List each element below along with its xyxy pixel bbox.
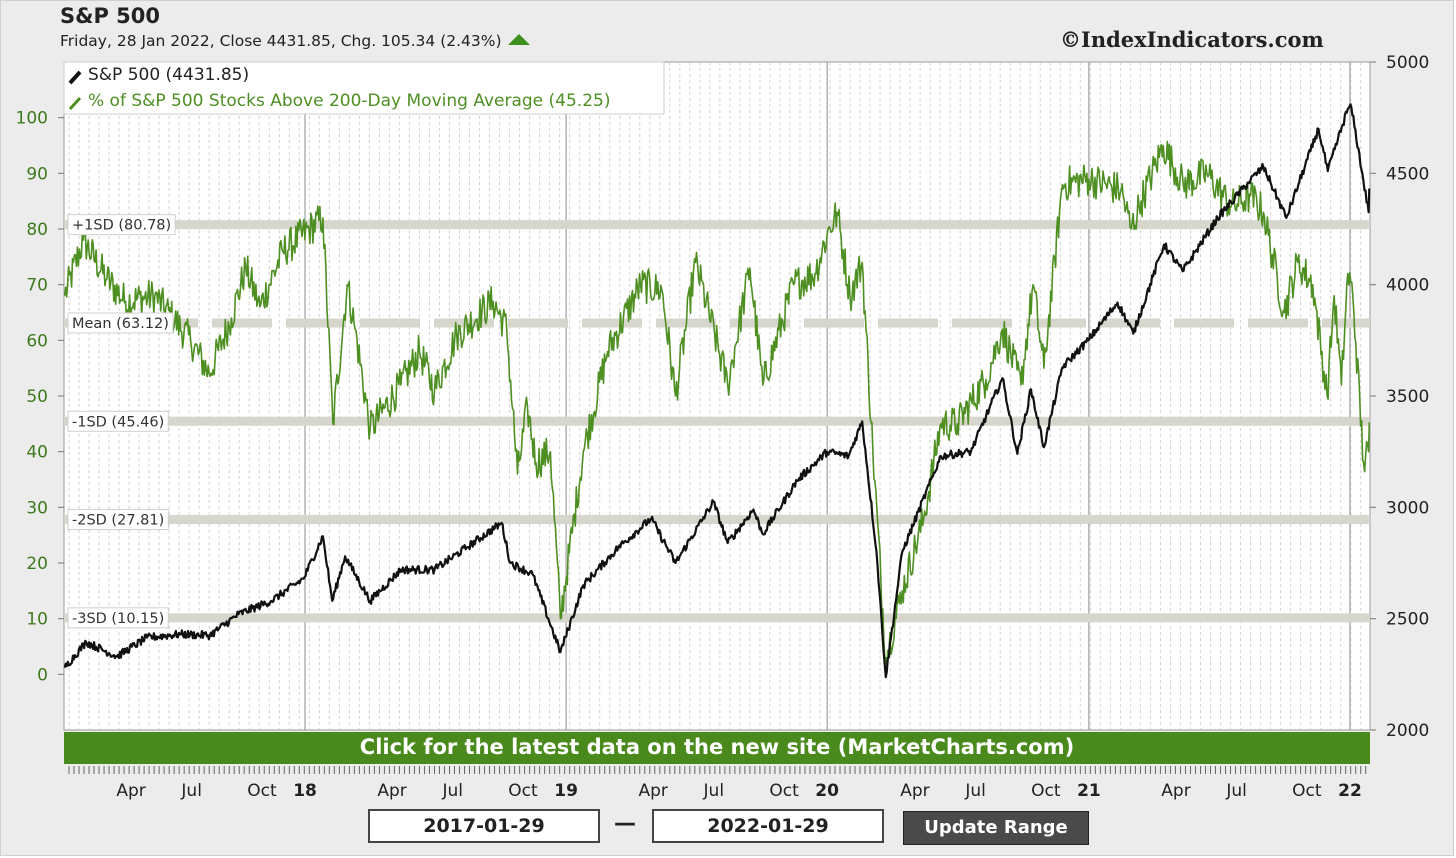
x-month-label: Oct — [247, 781, 277, 801]
left-tick-label: 30 — [26, 498, 48, 518]
plot-area — [63, 61, 1371, 731]
reference-bands — [64, 220, 1370, 623]
band-label-box — [67, 214, 176, 236]
legend-swatch — [68, 70, 82, 85]
legend-swatch — [68, 96, 82, 111]
x-month-label: Oct — [508, 781, 538, 801]
left-tick-label: 90 — [26, 164, 48, 184]
x-month-label: Oct — [1292, 781, 1322, 801]
band-label-text: -3SD (10.15) — [72, 611, 164, 627]
band-label-text: +1SD (80.78) — [72, 218, 171, 234]
left-tick-label: 20 — [26, 554, 48, 574]
x-month-label: Apr — [638, 781, 667, 801]
x-year-label: 20 — [815, 781, 839, 801]
x-month-label: Jul — [964, 781, 986, 801]
close-summary: Friday, 28 Jan 2022, Close 4431.85, Chg.… — [60, 32, 502, 50]
band-label-box — [67, 312, 174, 334]
left-tick-label: 10 — [26, 610, 48, 630]
right-tick-label: 2000 — [1386, 721, 1429, 741]
left-tick-label: 50 — [26, 387, 48, 407]
legend-box — [63, 61, 665, 115]
cta-link[interactable]: Click for the latest data on the new sit… — [359, 735, 1075, 759]
right-tick-label: 4500 — [1386, 164, 1429, 184]
start-date-input[interactable]: 2017-01-29 — [368, 809, 600, 843]
breadth-series-line — [63, 140, 1371, 669]
x-month-label: Jul — [703, 781, 725, 801]
x-year-label: 21 — [1077, 781, 1101, 801]
left-tick-label: 60 — [26, 331, 48, 351]
band-label: -3SD (10.15) — [67, 607, 169, 629]
x-month-label: Oct — [769, 781, 799, 801]
left-tick-label: 80 — [26, 220, 48, 240]
legend: S&P 500 (4431.85) % of S&P 500 Stocks Abo… — [63, 61, 665, 115]
reference-band-labels: +1SD (80.78) Mean (63.12) -1SD (45.46) -2SD… — [67, 214, 176, 629]
left-tick-label: 100 — [16, 109, 48, 129]
x-month-label: Apr — [116, 781, 145, 801]
left-tick-label: 70 — [26, 276, 48, 296]
x-year-label: 22 — [1338, 781, 1362, 801]
up-triangle-icon — [507, 34, 530, 45]
left-axis: 0 10 20 30 40 50 60 70 80 90 100 — [16, 109, 64, 685]
x-month-label: Oct — [1031, 781, 1061, 801]
chart-title: S&P 500 — [60, 4, 160, 28]
left-tick-label: 40 — [26, 443, 48, 463]
right-tick-label: 3500 — [1386, 387, 1429, 407]
right-tick-label: 3000 — [1386, 498, 1429, 518]
legend-entry: S&P 500 (4431.85) — [88, 65, 249, 85]
band-label: -1SD (45.46) — [67, 410, 169, 432]
right-tick-label: 2500 — [1386, 610, 1429, 630]
right-tick-label: 4000 — [1386, 276, 1429, 296]
chart-subtitle: Friday, 28 Jan 2022, Close 4431.85, Chg.… — [60, 32, 530, 50]
x-axis: Apr Jul Oct 18 Apr Jul Oct 19 Apr Jul Oct 20 Apr Jul O… — [68, 766, 1367, 801]
x-month-label: Apr — [900, 781, 929, 801]
right-axis: 2000 2500 3000 3500 4000 4500 5000 — [1370, 53, 1429, 741]
series-layer — [63, 103, 1371, 679]
price-series-line — [63, 103, 1371, 679]
band-label: +1SD (80.78) — [67, 214, 176, 236]
cta-banner[interactable] — [64, 732, 1370, 764]
x-month-label: Jul — [180, 781, 202, 801]
band-label-box — [67, 607, 169, 629]
band-label-text: Mean (63.12) — [72, 316, 169, 332]
band-label-text: -1SD (45.46) — [72, 414, 164, 430]
x-month-label: Jul — [1225, 781, 1247, 801]
date-separator: — — [614, 811, 636, 836]
band-label: Mean (63.12) — [67, 312, 174, 334]
x-year-label: 19 — [554, 781, 578, 801]
update-range-button[interactable]: Update Range — [903, 811, 1089, 845]
band-label-box — [67, 509, 169, 531]
x-month-label: Apr — [1161, 781, 1190, 801]
legend-entry: % of S&P 500 Stocks Above 200-Day Moving… — [88, 91, 610, 111]
x-year-label: 18 — [293, 781, 317, 801]
left-tick-label: 0 — [37, 665, 48, 685]
end-date-input[interactable]: 2022-01-29 — [652, 809, 884, 843]
band-label-box — [67, 410, 169, 432]
right-tick-label: 5000 — [1386, 53, 1429, 73]
band-label: -2SD (27.81) — [67, 509, 169, 531]
copyright-text: ©IndexIndicators.com — [1060, 27, 1324, 52]
band-label-text: -2SD (27.81) — [72, 513, 164, 529]
x-month-label: Jul — [441, 781, 463, 801]
x-month-label: Apr — [377, 781, 406, 801]
